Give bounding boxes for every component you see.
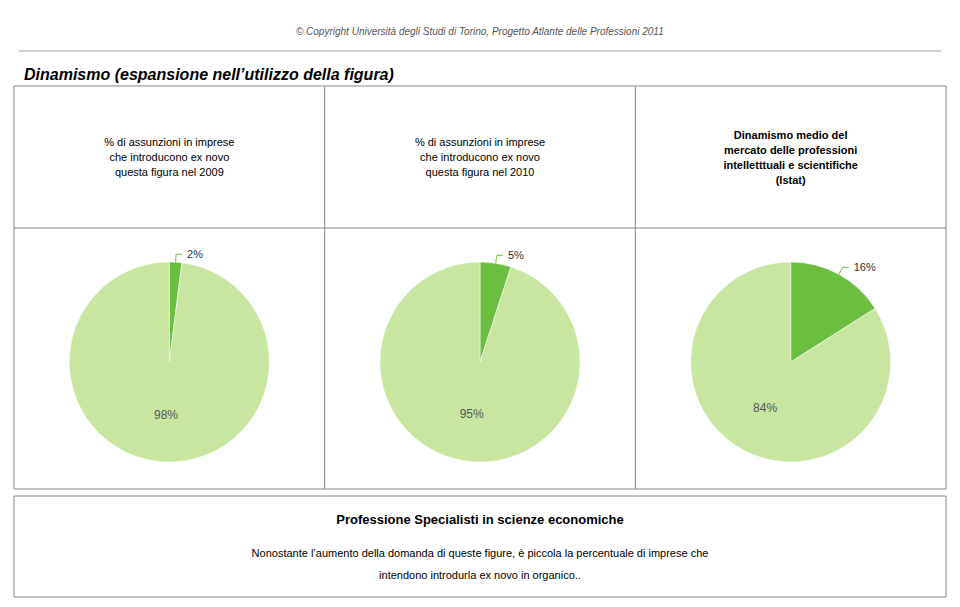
svg-text:Nonostante l’aumento della dom: Nonostante l’aumento della domanda di qu… (252, 547, 709, 559)
svg-text:questa figura nel 2010: questa figura nel 2010 (426, 166, 535, 178)
svg-text:Professione Specialisti in sci: Professione Specialisti in scienze econo… (336, 512, 624, 527)
svg-text:% di assunzioni in imprese: % di assunzioni in imprese (104, 136, 234, 148)
svg-text:98%: 98% (154, 408, 178, 422)
svg-text:questa figura nel 2009: questa figura nel 2009 (115, 166, 224, 178)
svg-text:Dinamismo medio del: Dinamismo medio del (734, 129, 848, 141)
svg-text:(Istat): (Istat) (776, 174, 806, 186)
svg-text:intelletttuali e scientifiche: intelletttuali e scientifiche (723, 159, 857, 171)
svg-text:© Copyright Università degli S: © Copyright Università degli Studi di To… (296, 26, 664, 37)
svg-text:% di assunzioni in imprese: % di assunzioni in imprese (415, 136, 545, 148)
svg-text:intendono introdurla ex novo i: intendono introdurla ex novo in organico… (379, 569, 581, 581)
svg-text:2%: 2% (187, 248, 203, 260)
svg-text:95%: 95% (460, 407, 484, 421)
svg-text:che introducono ex novo: che introducono ex novo (420, 151, 540, 163)
svg-text:mercato delle professioni: mercato delle professioni (724, 144, 857, 156)
svg-text:Dinamismo (espansione nell’uti: Dinamismo (espansione nell’utilizzo dell… (24, 66, 394, 83)
svg-text:5%: 5% (508, 249, 524, 261)
svg-text:16%: 16% (854, 261, 876, 273)
svg-text:che introducono ex novo: che introducono ex novo (109, 151, 229, 163)
svg-text:84%: 84% (753, 401, 777, 415)
